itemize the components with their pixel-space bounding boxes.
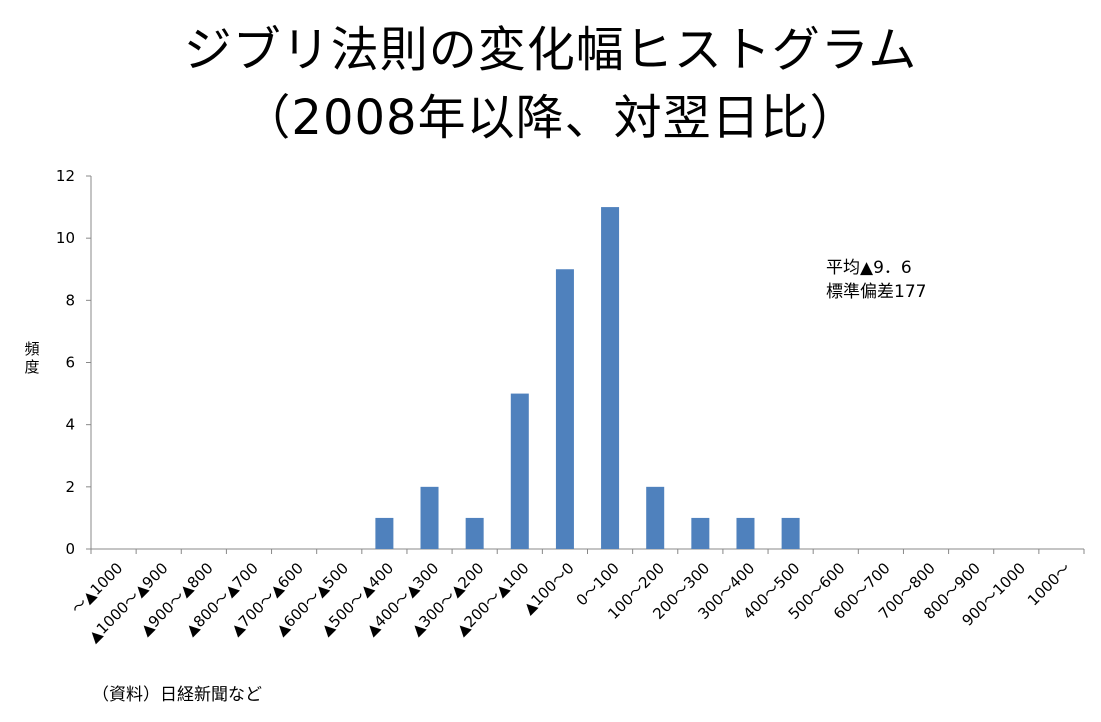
x-tick-label: 1000～: [1024, 559, 1074, 609]
bar: [420, 486, 439, 549]
annotation-stddev: 標準偏差177: [826, 282, 927, 302]
chart-subtitle: （2008年以降、対翌日比）: [242, 90, 859, 146]
bar: [601, 207, 620, 550]
bar: [736, 517, 755, 549]
annotation-mean: 平均▲9．6: [826, 258, 912, 278]
source-note: （資料）日経新聞など: [92, 685, 262, 705]
y-tick-label: 4: [65, 416, 75, 434]
y-tick-label: 10: [56, 229, 75, 247]
y-tick-label: 12: [56, 167, 75, 185]
y-tick-label: 2: [65, 478, 75, 496]
y-axis-label: 頻度: [24, 340, 40, 376]
x-tick-label: ▲1000～▲900: [85, 559, 172, 646]
bar: [465, 517, 484, 549]
bar: [646, 486, 665, 549]
bar: [510, 393, 529, 549]
y-tick-label: 8: [65, 291, 75, 309]
chart-title: ジブリ法則の変化幅ヒストグラム: [183, 22, 918, 78]
y-tick-label: 0: [65, 540, 75, 558]
bar: [691, 517, 710, 549]
y-tick-label: 6: [65, 354, 75, 372]
bar: [781, 517, 800, 549]
bar: [555, 269, 574, 549]
bar: [375, 517, 394, 549]
